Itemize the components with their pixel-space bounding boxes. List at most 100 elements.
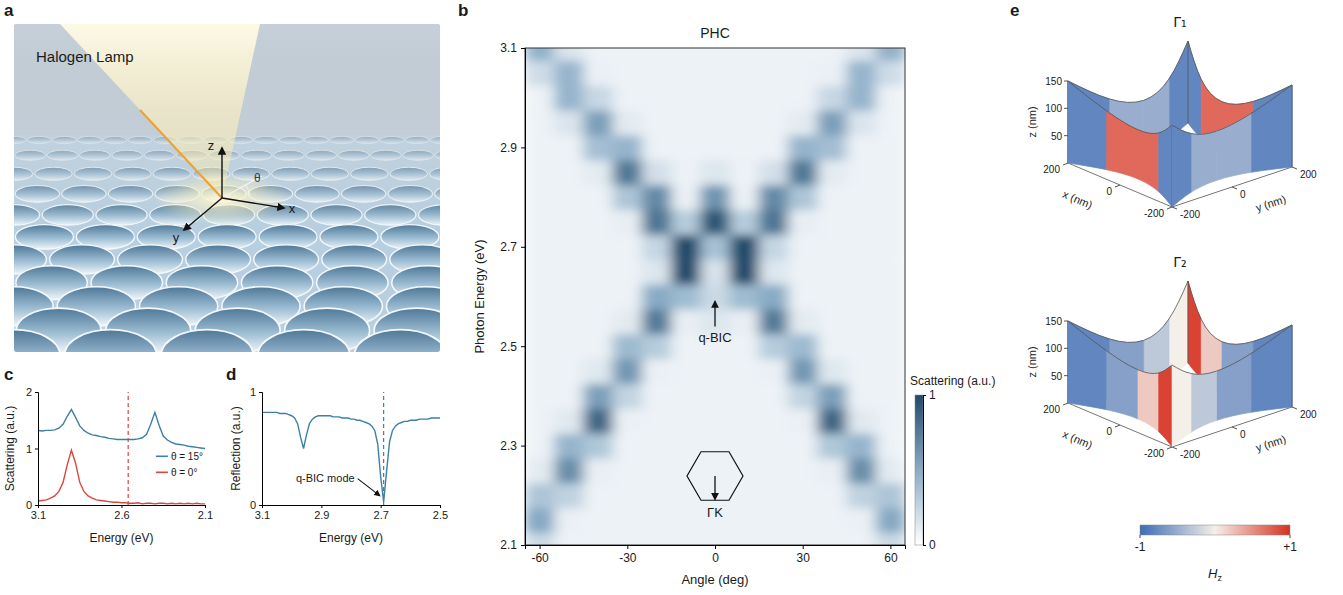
heatmap-cell xyxy=(847,284,877,309)
tick-label: 0 xyxy=(1106,186,1112,197)
heatmap-cell xyxy=(759,408,789,433)
tick: 1 xyxy=(923,388,936,402)
heatmap-cell xyxy=(613,210,643,235)
heatmap-cell xyxy=(671,234,701,259)
surface-edge xyxy=(1169,41,1188,79)
heatmap-cell xyxy=(525,210,555,235)
tick-mark xyxy=(1292,167,1297,169)
surface-patch xyxy=(1138,130,1159,192)
heatmap-cell xyxy=(847,334,877,359)
panel-e-plot: Γ₂-2000200-200020050100150x (nm)y (nm)z … xyxy=(1026,254,1317,583)
heatmap-cell xyxy=(642,210,672,235)
heatmap-cell xyxy=(759,48,789,61)
tick: 3.1 xyxy=(255,505,270,521)
heatmap-cell xyxy=(759,359,789,384)
heatmap-cell xyxy=(642,284,672,309)
heatmap-cell xyxy=(671,135,701,160)
surface xyxy=(1068,41,1292,207)
surface-patch xyxy=(1188,281,1201,378)
tick: 30 xyxy=(797,545,811,565)
legend-label: θ = 0° xyxy=(171,467,198,478)
heatmap-cell xyxy=(613,383,643,408)
heatmap-cell xyxy=(642,533,672,545)
heatmap-cell xyxy=(847,433,877,458)
tick: 60 xyxy=(884,545,898,565)
tick-mark xyxy=(1292,407,1297,409)
y-axis-line xyxy=(35,393,39,506)
x-axis-title: Energy (eV) xyxy=(89,531,153,545)
tick-mark xyxy=(1167,447,1172,449)
heatmap-cell xyxy=(700,135,730,160)
tick-label: -1 xyxy=(1135,540,1146,554)
heatmap-cell xyxy=(876,48,905,61)
tick-label: 3.1 xyxy=(31,509,46,521)
heatmap-cell xyxy=(525,334,555,359)
heatmap-cell xyxy=(671,483,701,508)
surface-patch xyxy=(1188,41,1201,138)
axis-arrow xyxy=(222,198,284,208)
heatmap-cell xyxy=(876,234,905,259)
heatmap-cell xyxy=(817,185,847,210)
heatmap-cell xyxy=(847,458,877,483)
tick-label: 2 xyxy=(26,386,32,398)
heatmap-cell xyxy=(847,60,877,85)
heatmap-cell xyxy=(759,60,789,85)
surface-patch xyxy=(1191,131,1216,192)
heatmap-cell xyxy=(613,234,643,259)
tick-mark xyxy=(1063,163,1068,165)
brillouin-zone xyxy=(687,452,743,500)
tick-label: 3.1 xyxy=(255,509,270,521)
colorbar xyxy=(1140,525,1290,535)
surface-patch xyxy=(1159,365,1172,447)
heatmap-cell xyxy=(876,85,905,110)
plot-title: Γ₁ xyxy=(1173,14,1186,30)
colorbar xyxy=(915,395,923,545)
tick-label: 60 xyxy=(884,551,898,565)
surface-edge xyxy=(1191,131,1216,134)
surface-patch xyxy=(1107,351,1138,419)
surface-edge xyxy=(1251,85,1292,114)
heatmap-cell xyxy=(730,259,760,284)
surface-patch xyxy=(1169,41,1188,138)
heatmap-cell xyxy=(642,135,672,160)
heatmap-cell xyxy=(583,408,613,433)
tick-mark xyxy=(1167,207,1172,209)
heatmap-cell xyxy=(671,60,701,85)
heatmap-cell xyxy=(847,135,877,160)
angle-arc xyxy=(246,185,250,196)
heatmap-cell xyxy=(817,160,847,185)
heatmap-cell xyxy=(671,309,701,334)
heatmap-cell xyxy=(876,533,905,545)
y-axis-title: Reflection (a.u.) xyxy=(229,406,243,491)
tick-label: 0 xyxy=(1240,189,1246,200)
heatmap-cell xyxy=(554,408,584,433)
heatmap-cell xyxy=(642,160,672,185)
surface-edge xyxy=(1144,319,1169,341)
surface-edge xyxy=(1216,114,1251,132)
heatmap-cell xyxy=(583,458,613,483)
heatmap-cell xyxy=(788,508,818,533)
tick-label: 2.7 xyxy=(374,509,389,521)
x-axis: 3.12.92.72.5 xyxy=(255,505,448,521)
heatmap-cell xyxy=(700,48,730,61)
y-axis-title: Scattering (a.u.) xyxy=(3,406,17,491)
heatmap-cell xyxy=(554,359,584,384)
heatmap-cell xyxy=(817,408,847,433)
tick-label: 100 xyxy=(1045,343,1062,354)
tick-mark xyxy=(1290,535,1291,538)
heatmap-cell xyxy=(788,185,818,210)
annotation: q-BIC xyxy=(698,330,731,345)
heatmap-cell xyxy=(554,284,584,309)
heatmap-cell xyxy=(642,259,672,284)
tick-label: 2.5 xyxy=(433,509,448,521)
figure: aHalogen LampzxyθbPHC-60-30030602.12.32.… xyxy=(0,0,1343,595)
heatmap-cell xyxy=(759,85,789,110)
heatmap-cell xyxy=(525,48,555,61)
heatmap-cell xyxy=(525,433,555,458)
heatmap-cell xyxy=(642,234,672,259)
heatmap-cell xyxy=(613,48,643,61)
heatmap-cell xyxy=(730,458,760,483)
surface-edge xyxy=(1201,319,1222,341)
tick-mark xyxy=(521,147,525,148)
surface-edge xyxy=(1188,41,1201,79)
